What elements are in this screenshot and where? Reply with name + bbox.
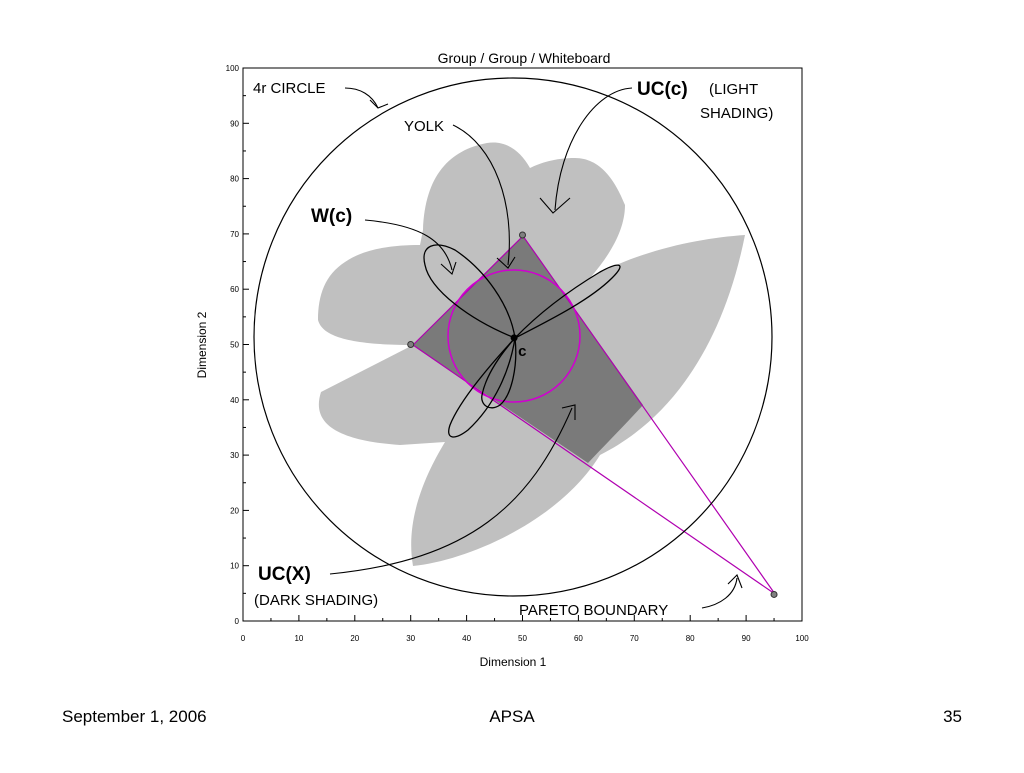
label-yolk: YOLK (404, 118, 444, 135)
ideal-points (407, 231, 778, 598)
x-tick-label: 50 (518, 634, 527, 643)
x-tick-label: 90 (742, 634, 751, 643)
w-c-petal-bottom (481, 336, 517, 409)
x-tick-label: 0 (241, 634, 246, 643)
center-point-marker (510, 334, 518, 342)
y-tick-label: 40 (230, 396, 239, 405)
label-light-shading-2: SHADING) (700, 105, 773, 122)
x-tick-label: 60 (574, 634, 583, 643)
y-tick-label: 10 (230, 562, 239, 571)
plot-area (253, 77, 776, 597)
x-axis-label: Dimension 1 (480, 655, 547, 669)
x-tick-label: 30 (406, 634, 415, 643)
label-dark-shading: (DARK SHADING) (254, 592, 378, 609)
arrow-w-c-head (440, 261, 457, 275)
annotation-arrows (329, 87, 743, 609)
arrow-uc-x (329, 407, 573, 575)
y-tick-label: 20 (230, 506, 239, 515)
x-tick-label: 40 (462, 634, 471, 643)
arrow-uc-x-head (561, 404, 576, 420)
w-c-petal-lower (448, 335, 516, 438)
ideal-point-2 (519, 231, 526, 239)
x-tick-label: 10 (294, 634, 303, 643)
x-tick-label: 100 (795, 634, 809, 643)
w-c-petal-right (514, 264, 621, 339)
footer-date: September 1, 2006 (62, 707, 207, 726)
arrow-pareto-head (727, 574, 743, 589)
y-tick-label: 100 (226, 64, 240, 73)
arrow-pareto (701, 577, 738, 609)
y-tick-label: 50 (230, 341, 239, 350)
yolk-circle (447, 269, 581, 403)
arrow-uc-c-head (539, 197, 571, 214)
ideal-point-1 (407, 341, 415, 348)
arrow-4r-circle (344, 87, 379, 109)
label-uc-c: UC(c) (637, 79, 688, 100)
y-tick-label: 90 (230, 119, 239, 128)
x-tick-label: 80 (686, 634, 695, 643)
circle-4r (253, 77, 773, 597)
ideal-point-3 (770, 590, 778, 598)
chart-title: Group / Group / Whiteboard (438, 50, 611, 66)
y-tick-label: 60 (230, 285, 239, 294)
y-axis-ticks: 0 10 20 30 40 50 60 70 80 90 100 (226, 64, 249, 626)
label-uc-x: UC(X) (258, 564, 311, 585)
footer-center: APSA (489, 707, 535, 726)
label-pareto-boundary: PARETO BOUNDARY (519, 602, 668, 619)
y-tick-label: 70 (230, 230, 239, 239)
y-tick-label: 30 (230, 451, 239, 460)
y-tick-label: 0 (235, 617, 240, 626)
x-axis-ticks: 0 10 20 30 40 50 60 70 80 90 100 (241, 615, 809, 643)
arrow-yolk (452, 124, 510, 266)
uc-x-dark-shading (413, 236, 643, 463)
y-tick-label: 80 (230, 175, 239, 184)
arrow-uc-c (554, 87, 633, 211)
label-4r-circle: 4r CIRCLE (253, 80, 326, 97)
x-tick-label: 70 (630, 634, 639, 643)
arrow-yolk-head (496, 256, 516, 269)
label-w-c: W(c) (311, 206, 352, 227)
center-point-label: c (518, 343, 526, 360)
pareto-boundary (412, 235, 776, 595)
y-axis-label: Dimension 2 (195, 311, 209, 378)
x-tick-label: 20 (350, 634, 359, 643)
w-c-petal-upper (423, 244, 516, 340)
arrow-w-c (364, 219, 453, 271)
footer-page-number: 35 (943, 707, 962, 726)
arrow-4r-circle-head (369, 99, 389, 109)
label-light-shading-1: (LIGHT (709, 81, 758, 98)
